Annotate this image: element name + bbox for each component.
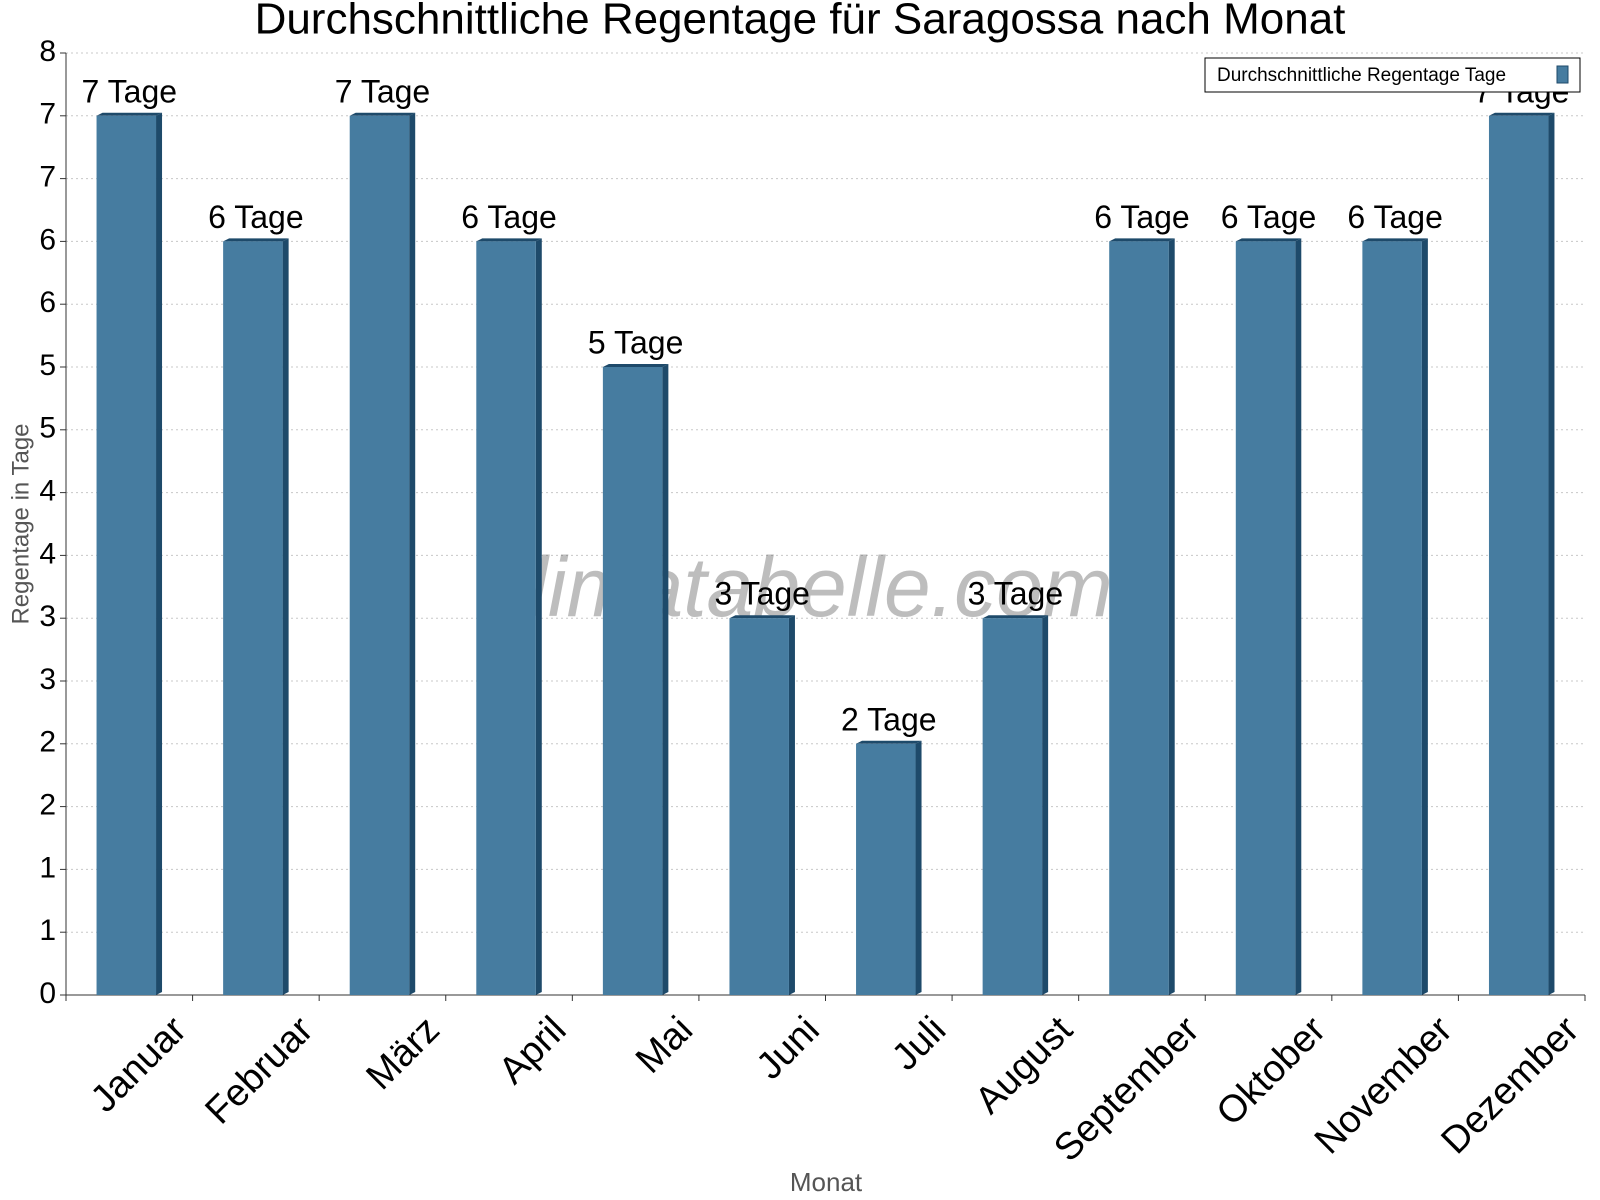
y-tick-label: 4 <box>39 537 56 570</box>
bar-side <box>1421 238 1428 995</box>
bar-side <box>915 740 922 995</box>
data-label: 6 Tage <box>461 199 557 235</box>
y-tick-label: 6 <box>39 223 56 256</box>
x-axis-title: Monat <box>790 1167 863 1197</box>
bar-side <box>1042 615 1049 995</box>
y-tick-label: 7 <box>39 98 56 131</box>
bar-top <box>223 238 289 242</box>
y-tick-label: 3 <box>39 600 56 633</box>
legend: Durchschnittliche Regentage Tage <box>1204 57 1581 93</box>
x-tick-label: Juli <box>884 1009 954 1079</box>
bar-top <box>602 364 669 367</box>
bar <box>729 618 789 995</box>
x-tick-label: März <box>358 1009 447 1098</box>
y-tick-label: 7 <box>39 161 56 194</box>
y-tick-label: 1 <box>39 914 56 947</box>
bar <box>349 115 410 996</box>
bar-top <box>729 615 795 619</box>
data-label: 5 Tage <box>588 324 684 360</box>
bar-top <box>96 112 163 116</box>
bar-side <box>409 112 416 996</box>
bar-top <box>1109 238 1175 242</box>
legend-swatch <box>1556 65 1569 84</box>
y-tick-label: 3 <box>39 663 56 696</box>
bar-side <box>1548 112 1555 996</box>
data-label: 2 Tage <box>841 701 937 737</box>
x-tick-label: Februar <box>198 1009 322 1133</box>
y-tick-label: 6 <box>39 286 56 319</box>
bar-side <box>1295 238 1302 995</box>
bar-side <box>535 238 542 995</box>
bar-top <box>349 112 416 116</box>
chart-title: Durchschnittliche Regentage für Saragoss… <box>255 0 1346 44</box>
bar-top <box>476 238 542 242</box>
bar-top <box>1235 238 1302 242</box>
data-label: 6 Tage <box>1094 199 1190 235</box>
data-label: 3 Tage <box>714 576 810 612</box>
bar <box>982 618 1043 995</box>
x-tick-label: Januar <box>83 1009 195 1121</box>
y-tick-label: 8 <box>39 35 56 68</box>
x-tick-label: November <box>1307 1009 1461 1163</box>
bar-side <box>282 238 289 995</box>
x-tick-label: Oktober <box>1209 1009 1335 1135</box>
bar <box>96 115 157 996</box>
y-tick-label: 2 <box>39 789 56 822</box>
bar-side <box>156 112 163 996</box>
y-tick-label: 5 <box>39 412 56 445</box>
bar-top <box>1362 238 1428 242</box>
y-tick-label: 0 <box>39 977 56 1010</box>
bar <box>1488 115 1549 996</box>
x-tick-label: August <box>967 1008 1081 1122</box>
bar <box>1362 241 1422 995</box>
x-tick-label: Juni <box>749 1009 828 1088</box>
x-tick-label: April <box>491 1009 574 1092</box>
y-tick-label: 1 <box>39 851 56 884</box>
data-label: 6 Tage <box>208 199 304 235</box>
y-tick-label: 5 <box>39 349 56 382</box>
data-label: 7 Tage <box>82 73 178 109</box>
bar <box>602 367 663 995</box>
data-label: 6 Tage <box>1221 199 1317 235</box>
bar <box>223 241 283 995</box>
data-label: 7 Tage <box>335 73 431 109</box>
bar <box>856 743 916 995</box>
bar <box>1109 241 1169 995</box>
bar <box>1235 241 1296 995</box>
y-tick-label: 4 <box>39 475 56 508</box>
bar-top <box>856 740 922 744</box>
data-label: 3 Tage <box>968 576 1064 612</box>
bar <box>476 241 536 995</box>
y-axis-title: Regentage in Tage <box>7 423 34 624</box>
bar-side <box>788 615 795 995</box>
x-tick-label: Mai <box>628 1009 701 1082</box>
bar-top <box>1488 112 1555 116</box>
x-tick-label: Dezember <box>1434 1009 1588 1163</box>
data-label: 6 Tage <box>1347 199 1443 235</box>
y-tick-label: 2 <box>39 726 56 759</box>
legend-box <box>1204 57 1581 93</box>
bar-top <box>982 615 1049 619</box>
bar-side <box>662 364 669 995</box>
legend-label: Durchschnittliche Regentage Tage <box>1217 65 1506 86</box>
bar-side <box>1168 238 1175 995</box>
